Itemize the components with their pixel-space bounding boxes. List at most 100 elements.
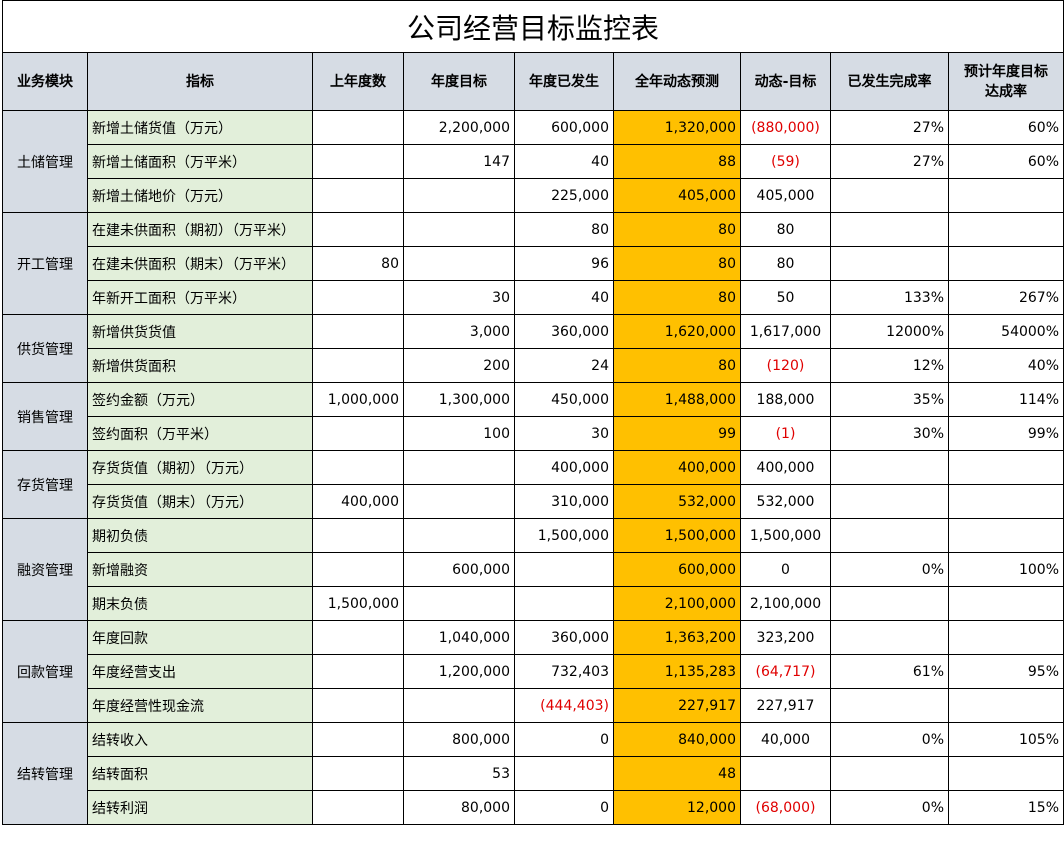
column-header: 全年动态预测 [613,52,741,111]
value-cell: 80 [514,212,614,247]
value-cell: 800,000 [403,722,515,757]
value-cell [830,756,949,791]
value-cell: 40 [514,280,614,315]
column-header: 指标 [87,52,313,111]
indicator-cell: 结转利润 [87,790,313,825]
monitor-table: 公司经营目标监控表 业务模块 指标 上年度数 年度目标 年度已发生 全年动态预测 动态-目标… [1,0,1064,825]
value-cell: 600,000 [403,552,515,587]
value-cell [403,518,515,553]
value-cell [947,756,1064,791]
column-header: 业务模块 [2,52,88,111]
data-row: 融资管理 期初负债 1,500,000 1,500,000 1,500,000 [2,518,1064,621]
table-body: 土储管理 新增土储货值（万元） 2,200,000 600,000 1,320,000(… [2,110,1064,825]
value-cell: 80 [613,280,741,315]
value-cell [514,586,614,621]
value-cell [947,246,1064,281]
value-cell [312,178,404,213]
value-cell: 95% [947,654,1064,689]
value-cell: (59) [740,144,831,179]
module-cell: 销售管理 [2,382,88,451]
value-cell [312,790,404,825]
value-cell [830,212,949,247]
indicator-cell: 新增土储货值（万元） [87,110,313,145]
value-cell: 80 [613,212,741,247]
value-cell: 732,403 [514,654,614,689]
value-cell: 60% [947,144,1064,179]
indicator-cell: 新增土储面积（万平米） [87,144,313,179]
value-cell: 2,100,000 [740,586,831,621]
value-cell: 2,100,000 [613,586,741,621]
value-cell: 2,200,000 [403,110,515,145]
module-cell: 存货管理 [2,450,88,519]
value-cell [312,212,404,247]
value-cell: 80 [312,246,404,281]
indicator-cell: 签约金额（万元） [87,382,313,417]
value-cell: 80 [613,246,741,281]
value-cell [830,178,949,213]
value-cell: 100% [947,552,1064,587]
value-cell: 50 [740,280,831,315]
value-cell: 227,917 [740,688,831,723]
data-row: 在建未供面积（期末）（万平米） 80 96 80 80 [3,246,1064,281]
value-cell: 532,000 [740,484,831,519]
value-cell: 267% [947,280,1064,315]
value-cell: 840,000 [613,722,741,757]
value-cell: 200 [403,348,515,383]
value-cell [830,586,949,621]
data-row: 年度经营性现金流 (444,403) 227,917 227,917 [3,688,1064,723]
data-row: 新增融资 600,000 600,000 0 0% 100% [3,552,1064,587]
module-cell: 回款管理 [2,620,88,723]
value-cell [947,586,1064,621]
module-cell: 开工管理 [2,212,88,315]
value-cell [312,450,404,485]
value-cell: 1,500,000 [514,518,614,553]
value-cell: 225,000 [514,178,614,213]
value-cell: (880,000) [740,110,831,145]
value-cell: (64,717) [740,654,831,689]
indicator-cell: 新增融资 [87,552,313,587]
value-cell [312,314,404,349]
value-cell: 100 [403,416,515,451]
value-cell [312,416,404,451]
value-cell: 310,000 [514,484,614,519]
value-cell [947,212,1064,247]
value-cell: 1,200,000 [403,654,515,689]
indicator-cell: 年新开工面积（万平米） [87,280,313,315]
value-cell: 12000% [830,314,949,349]
value-cell [514,756,614,791]
value-cell: 1,500,000 [312,586,404,621]
value-cell: 48 [613,756,741,791]
value-cell: 323,200 [740,620,831,655]
value-cell: 3,000 [403,314,515,349]
data-row: 土储管理 新增土储货值（万元） 2,200,000 600,000 1,320,000(… [2,110,1064,213]
value-cell: 12,000 [613,790,741,825]
value-cell: 40 [514,144,614,179]
value-cell [830,688,949,723]
value-cell: 105% [947,722,1064,757]
value-cell: 99 [613,416,741,451]
indicator-cell: 年度经营支出 [87,654,313,689]
value-cell [403,212,515,247]
indicator-cell: 新增供货货值 [87,314,313,349]
data-row: 新增供货面积 200 24 80 (120) 12% 40% [3,348,1064,383]
value-cell: 27% [830,144,949,179]
title-row: 公司经营目标监控表 [1,0,1064,53]
value-cell: 80 [740,246,831,281]
value-cell: 30 [403,280,515,315]
value-cell: 1,300,000 [403,382,515,417]
value-cell: 80 [613,348,741,383]
indicator-cell: 期初负债 [87,518,313,553]
data-row: 期末负债 1,500,000 2,100,000 2,100,000 [3,586,1064,621]
value-cell: 24 [514,348,614,383]
value-cell: 0% [830,790,949,825]
value-cell [830,518,949,553]
value-cell: 360,000 [514,620,614,655]
value-cell [312,722,404,757]
value-cell: (68,000) [740,790,831,825]
value-cell: 88 [613,144,741,179]
value-cell: 1,488,000 [613,382,741,417]
value-cell: (120) [740,348,831,383]
value-cell: 114% [947,382,1064,417]
value-cell: 133% [830,280,949,315]
